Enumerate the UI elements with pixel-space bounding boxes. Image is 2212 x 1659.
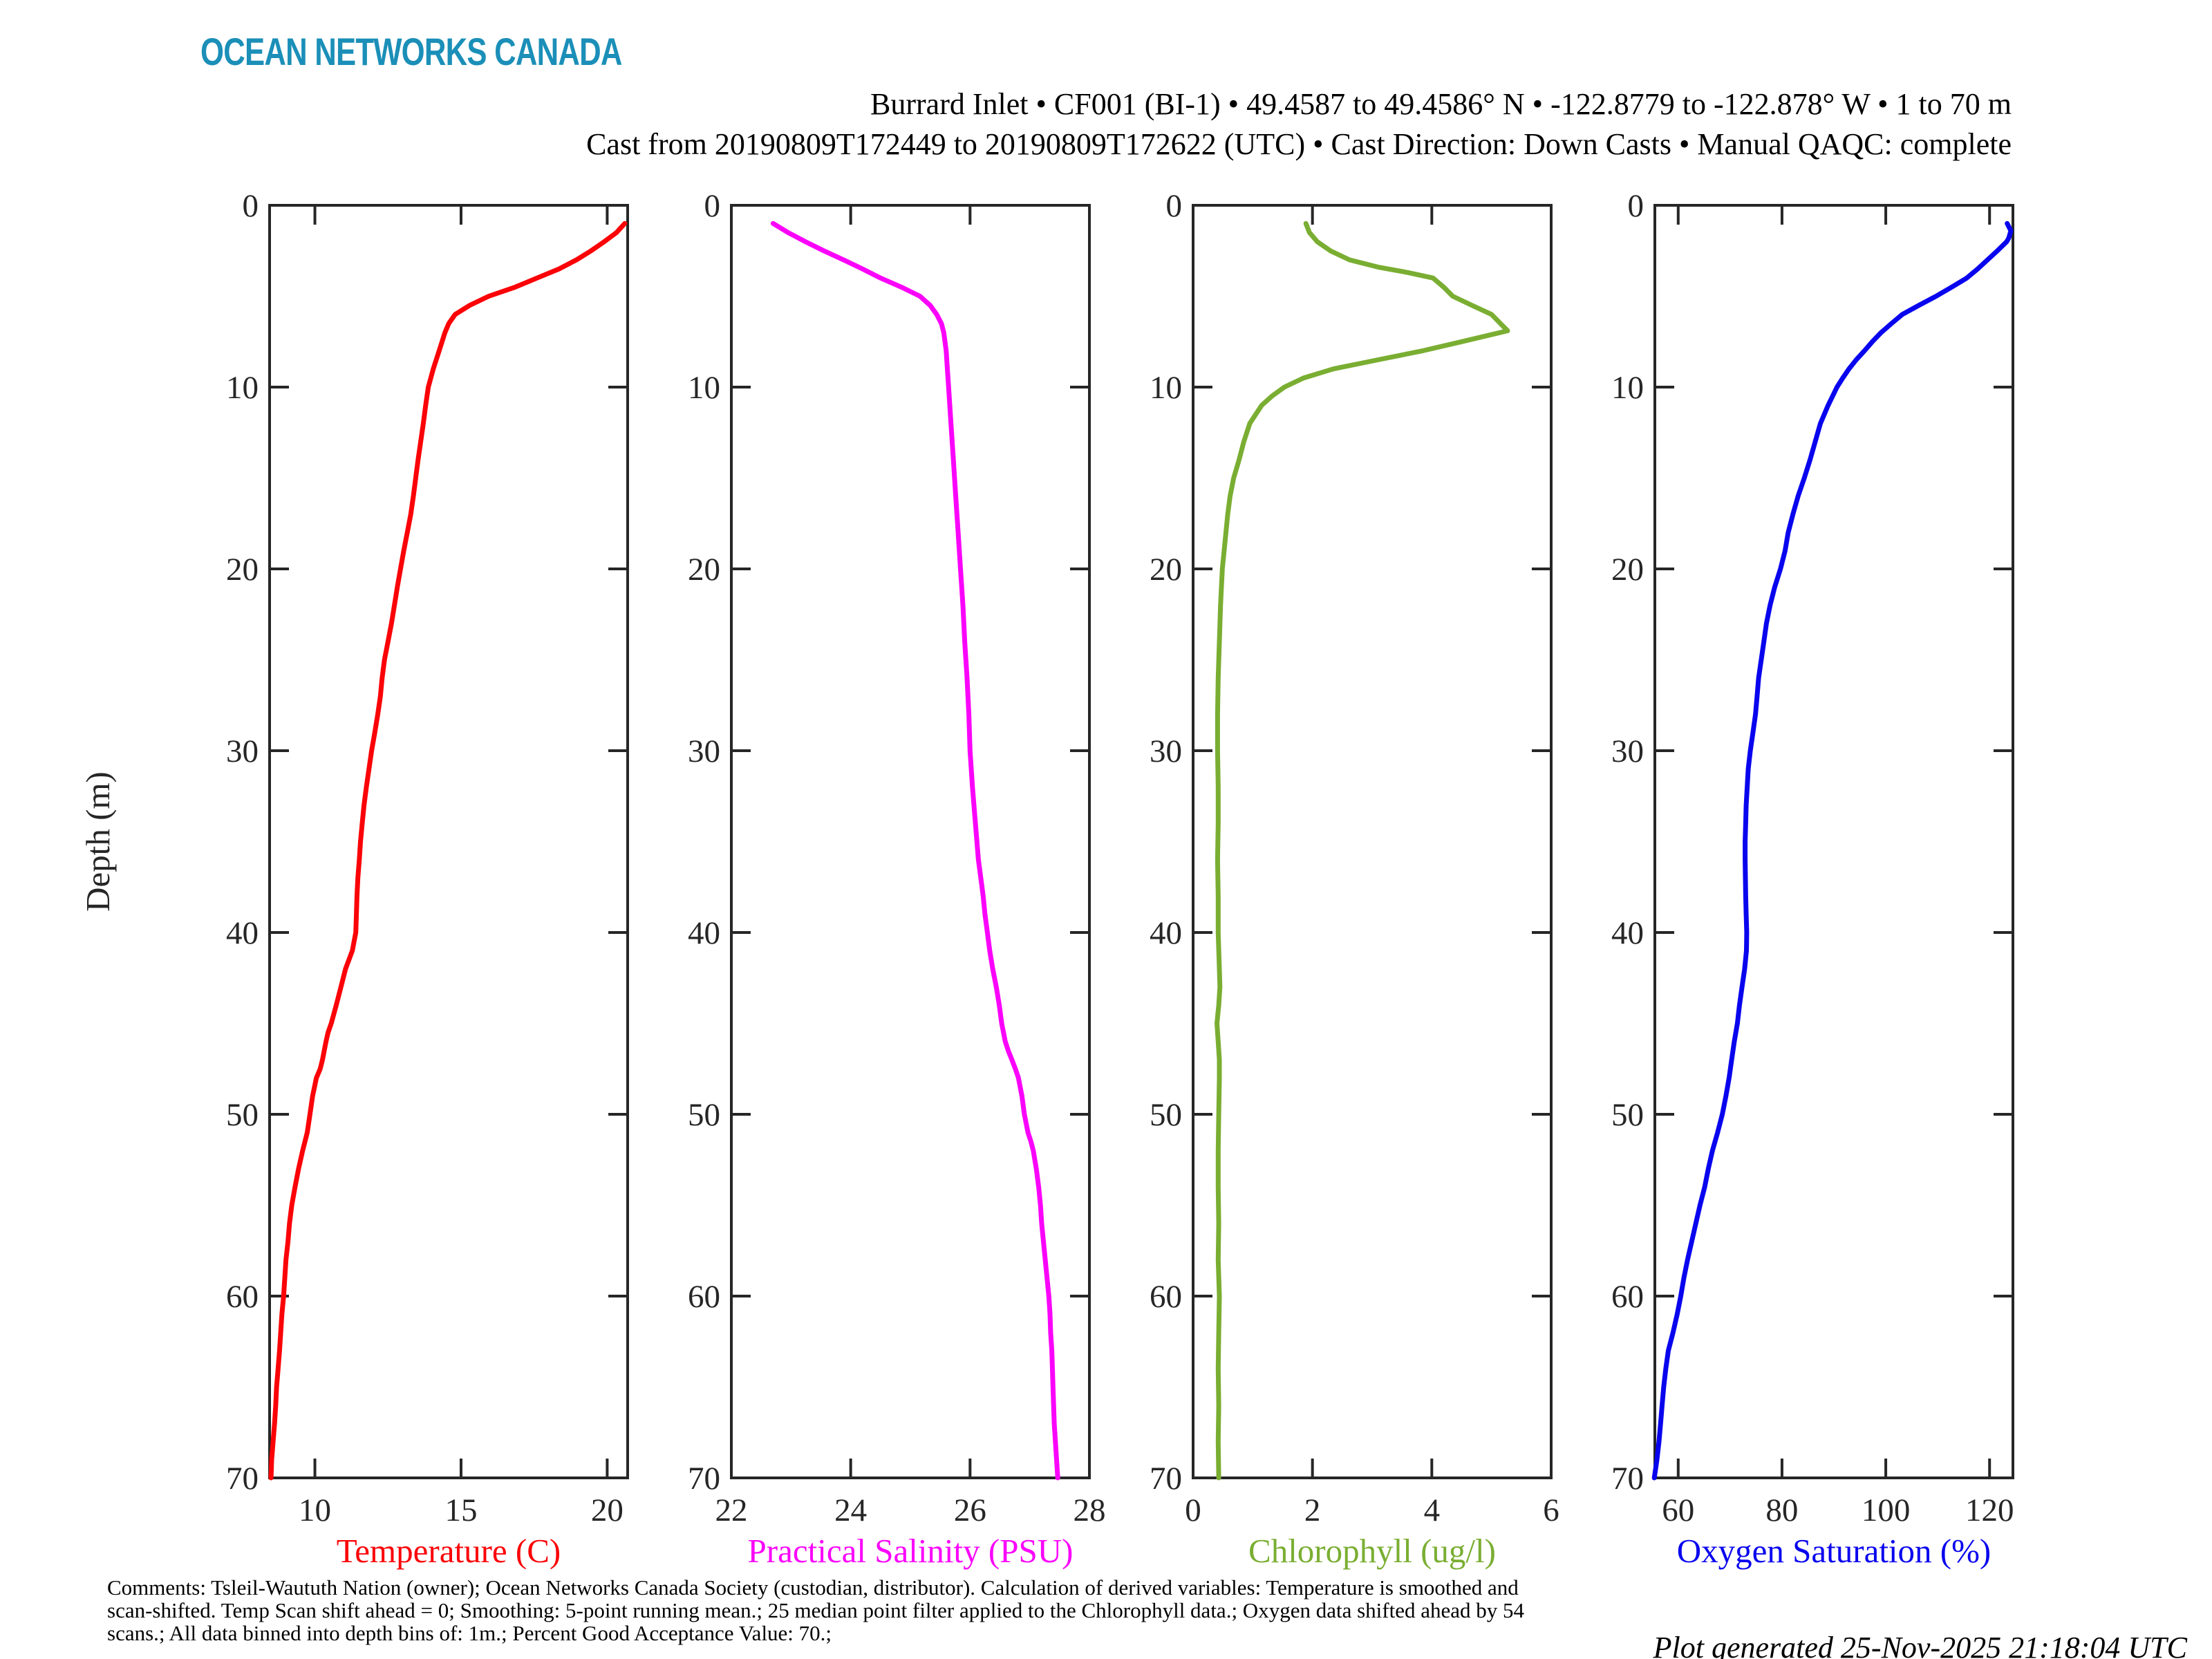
plot-title-line2: Cast from 20190809T172449 to 20190809T17… xyxy=(586,127,2012,161)
x-tick-label: 28 xyxy=(1074,1492,1106,1528)
oxygen-subplot: 60 80 100 120 0 10 20 30 40 50 60 70 Oxygen Saturati… xyxy=(1611,188,2014,1570)
depth-tick-label: 10 xyxy=(226,370,259,406)
plot-header: Burrard Inlet • CF001 (BI-1) • 49.4587 t… xyxy=(586,84,2012,165)
x-tick-label: 120 xyxy=(1965,1492,2014,1528)
depth-tick-label: 60 xyxy=(1150,1279,1182,1315)
depth-tick-label: 40 xyxy=(226,915,259,951)
depth-tick-label: 70 xyxy=(688,1461,720,1497)
depth-tick-label: 40 xyxy=(688,915,720,951)
temperature-subplot: 10 15 20 0 10 20 30 40 50 60 70 Temperature (C) xyxy=(226,188,629,1570)
onc-logo-text: OCEAN NETWORKS CANADA xyxy=(200,30,622,73)
plot-frame xyxy=(730,204,1091,1479)
depth-axis-label: Depth (m) xyxy=(79,771,117,912)
x-tick-label: 24 xyxy=(834,1492,867,1528)
onc-logo: OCEAN NETWORKS CANADA xyxy=(200,29,741,74)
comments-line3: scans.; All data binned into depth bins … xyxy=(107,1621,832,1645)
temperature-axis-title: Temperature (C) xyxy=(337,1532,561,1570)
depth-tick-label: 10 xyxy=(1150,370,1182,406)
comments-line2: scan-shifted. Temp Scan shift ahead = 0;… xyxy=(107,1598,1524,1622)
plot-title-line1: Burrard Inlet • CF001 (BI-1) • 49.4587 t… xyxy=(870,87,2012,121)
depth-tick-label: 10 xyxy=(688,370,720,406)
plot-frame xyxy=(1192,204,1553,1479)
depth-tick-label: 50 xyxy=(1150,1097,1182,1133)
depth-tick-label: 30 xyxy=(226,733,259,769)
depth-tick-label: 20 xyxy=(1611,552,1644,588)
depth-tick-label: 70 xyxy=(226,1461,259,1497)
x-tick-label: 60 xyxy=(1662,1492,1694,1528)
plot-frame xyxy=(268,204,629,1479)
x-tick-label: 22 xyxy=(715,1492,748,1528)
depth-tick-label: 0 xyxy=(1166,188,1183,224)
depth-tick-label: 20 xyxy=(688,552,720,588)
depth-tick-label: 40 xyxy=(1611,915,1644,951)
depth-tick-label: 10 xyxy=(1611,370,1644,406)
depth-tick-label: 20 xyxy=(226,552,259,588)
x-tick-label: 20 xyxy=(591,1492,624,1528)
oxygen-profile-line xyxy=(1651,221,2014,1481)
plot-frame xyxy=(1653,204,2014,1479)
depth-tick-label: 0 xyxy=(704,188,721,224)
x-tick-label: 26 xyxy=(954,1492,986,1528)
depth-tick-label: 0 xyxy=(243,188,259,224)
depth-tick-label: 70 xyxy=(1150,1461,1182,1497)
comments-block: Comments: Tsleil-Waututh Nation (owner);… xyxy=(107,1576,1669,1644)
depth-tick-label: 50 xyxy=(1611,1097,1644,1133)
x-tick-label: 2 xyxy=(1304,1492,1321,1528)
salinity-subplot: 22 24 26 28 0 10 20 30 40 50 60 70 Practical Salinit… xyxy=(688,188,1106,1570)
depth-tick-label: 60 xyxy=(1611,1279,1644,1315)
depth-tick-label: 30 xyxy=(1150,733,1182,769)
oxygen-axis-title: Oxygen Saturation (%) xyxy=(1677,1532,1991,1570)
salinity-profile-line xyxy=(770,221,1060,1481)
x-tick-label: 6 xyxy=(1543,1492,1559,1528)
depth-tick-label: 50 xyxy=(688,1097,720,1133)
depth-tick-label: 30 xyxy=(688,733,720,769)
x-tick-label: 100 xyxy=(1862,1492,1911,1528)
depth-tick-label: 40 xyxy=(1150,915,1182,951)
depth-tick-label: 0 xyxy=(1628,188,1644,224)
x-tick-label: 4 xyxy=(1424,1492,1441,1528)
salinity-axis-title: Practical Salinity (PSU) xyxy=(748,1532,1074,1570)
depth-tick-label: 50 xyxy=(226,1097,259,1133)
generated-timestamp: Plot generated 25-Nov-2025 21:18:04 UTC xyxy=(1653,1631,2187,1659)
comments-line1: Comments: Tsleil-Waututh Nation (owner);… xyxy=(107,1575,1519,1600)
x-tick-label: 80 xyxy=(1765,1492,1798,1528)
depth-tick-label: 70 xyxy=(1611,1461,1644,1497)
x-tick-label: 15 xyxy=(444,1492,477,1528)
depth-tick-label: 60 xyxy=(688,1279,720,1315)
chlorophyll-profile-line xyxy=(1215,221,1510,1481)
x-tick-label: 0 xyxy=(1185,1492,1201,1528)
depth-tick-label: 30 xyxy=(1611,733,1644,769)
x-tick-label: 10 xyxy=(299,1492,331,1528)
temperature-profile-line xyxy=(268,221,628,1481)
chlorophyll-axis-title: Chlorophyll (ug/l) xyxy=(1248,1532,1496,1570)
depth-tick-label: 60 xyxy=(226,1279,259,1315)
depth-tick-label: 20 xyxy=(1150,552,1182,588)
